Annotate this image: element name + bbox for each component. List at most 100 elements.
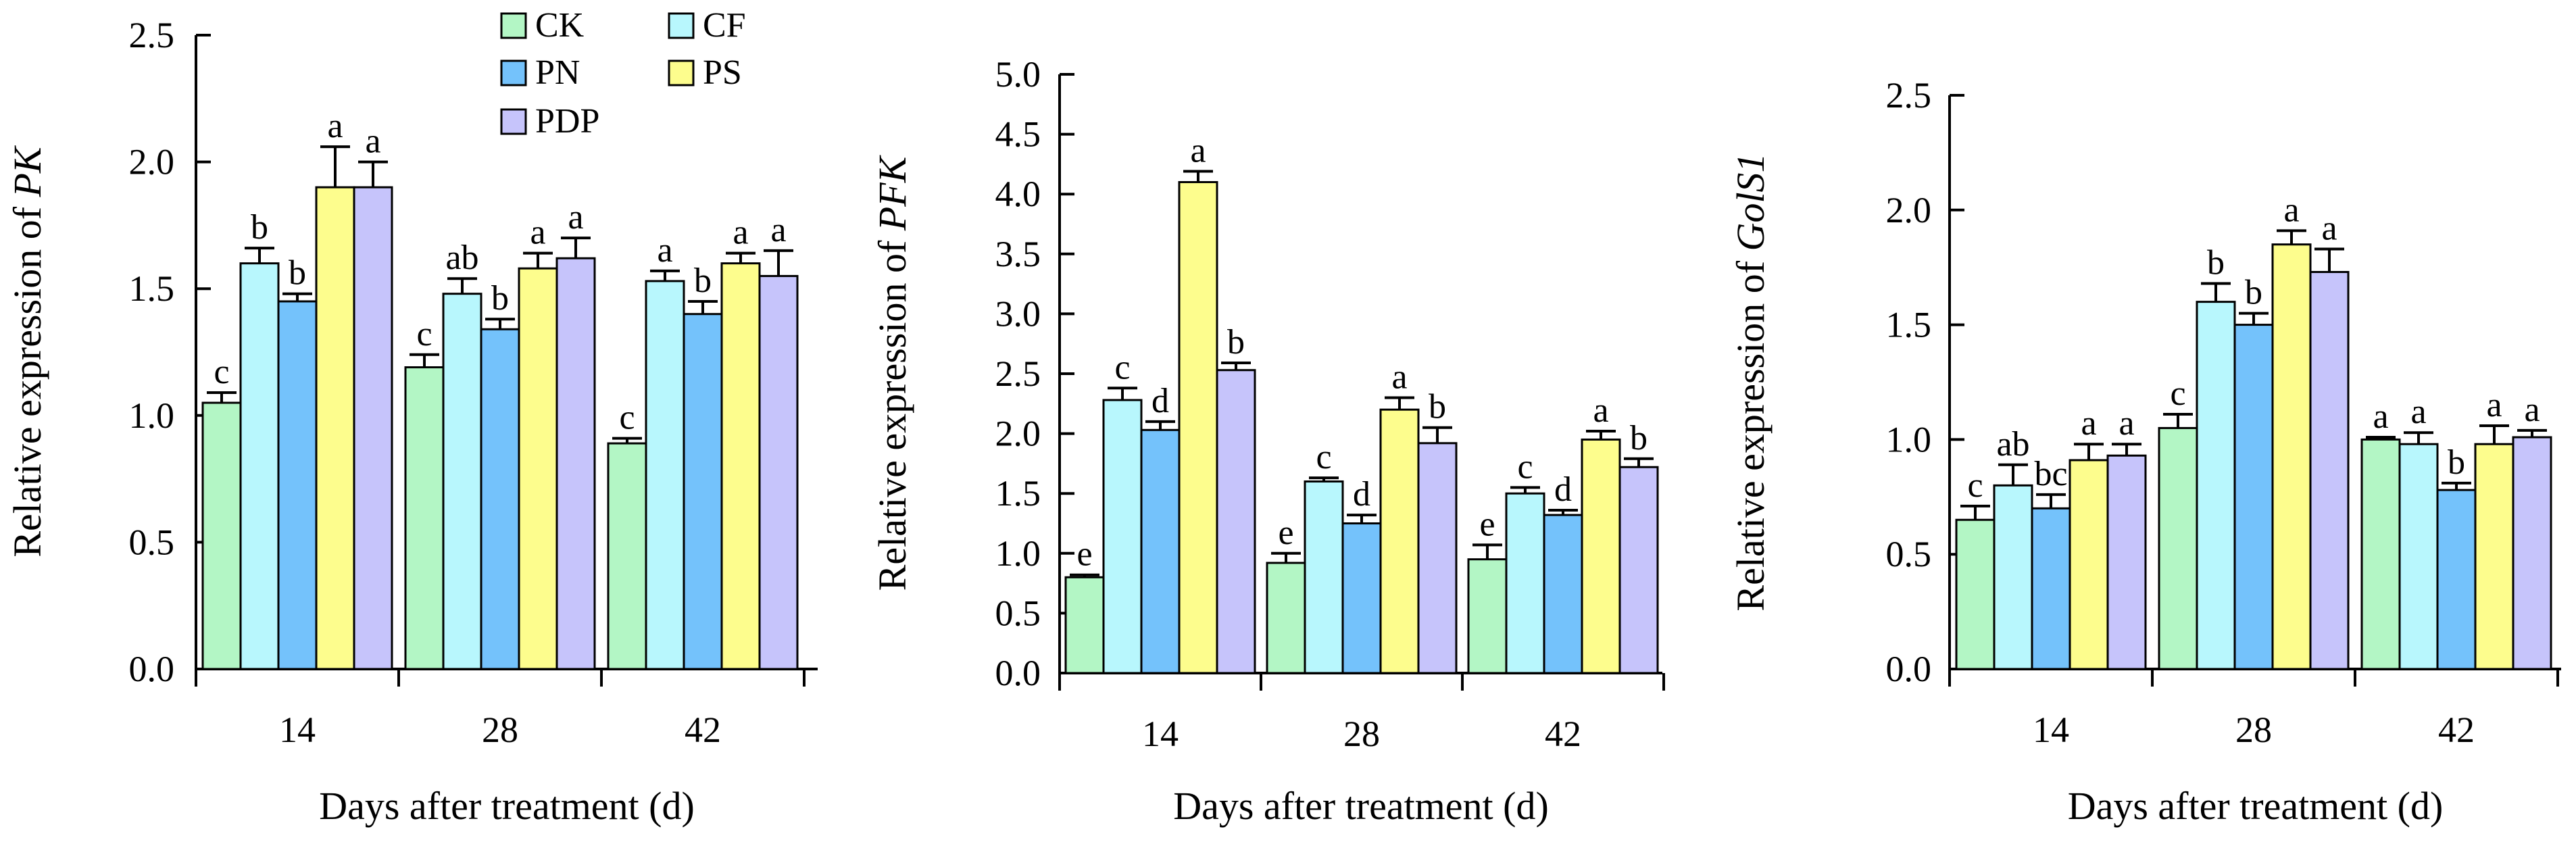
x-tick-label: 14 xyxy=(1142,714,1179,754)
significance-letter-ck-14: c xyxy=(214,353,229,391)
bar-cf-28 xyxy=(2196,301,2236,670)
significance-letter-pdp-28: a xyxy=(2321,209,2337,248)
y-tick-label: 1.0 xyxy=(1886,419,1932,460)
x-axis-title: Days after treatment (d) xyxy=(319,784,695,828)
legend-swatch-cf xyxy=(668,12,695,39)
x-tick-label: 42 xyxy=(2438,710,2475,750)
x-axis-title: Days after treatment (d) xyxy=(2068,784,2444,828)
significance-letter-pdp-14: b xyxy=(1227,323,1245,362)
significance-letter-ps-42: a xyxy=(1593,391,1608,430)
significance-letter-ck-28: e xyxy=(1278,514,1293,552)
significance-letter-ps-14: a xyxy=(1190,132,1206,170)
bar-pdp-14 xyxy=(1216,369,1256,674)
bar-cf-42 xyxy=(1505,492,1545,674)
bar-ck-42 xyxy=(607,442,647,670)
x-tick-label: 28 xyxy=(482,710,518,750)
y-tick-label: 2.5 xyxy=(129,15,175,55)
significance-letter-ps-42: a xyxy=(733,214,748,252)
bar-cf-14 xyxy=(1993,484,2033,670)
significance-letter-pn-14: d xyxy=(1151,382,1169,420)
significance-letter-pn-42: d xyxy=(1554,470,1572,509)
bar-pdp-42 xyxy=(2512,436,2552,670)
significance-letter-pn-28: b xyxy=(2245,274,2262,312)
y-tick-label: 0.0 xyxy=(1886,649,1932,689)
legend-label-ck: CK xyxy=(535,6,585,45)
significance-letter-pn-14: bc xyxy=(2034,455,2067,493)
bar-cf-14 xyxy=(1102,399,1143,674)
significance-letter-ck-42: a xyxy=(2373,397,2388,436)
y-tick-label: 1.5 xyxy=(995,473,1041,514)
significance-letter-cf-42: a xyxy=(657,231,672,270)
significance-letter-pn-42: b xyxy=(694,262,712,300)
bar-pn-28 xyxy=(480,328,520,670)
bar-pn-14 xyxy=(277,300,318,670)
significance-letter-pdp-42: b xyxy=(1630,419,1648,457)
y-axis-title: Relative expression of PFK xyxy=(870,154,914,591)
significance-letter-pn-42: b xyxy=(2448,443,2465,482)
bar-ps-28 xyxy=(518,267,558,670)
bar-pdp-28 xyxy=(555,257,596,670)
bar-pn-28 xyxy=(1341,522,1382,674)
bar-ck-14 xyxy=(1064,576,1105,674)
legend-label-pdp: PDP xyxy=(535,102,599,141)
y-tick-label: 1.5 xyxy=(1886,305,1932,345)
bar-ck-14 xyxy=(1955,518,1996,670)
y-tick-label: 2.5 xyxy=(1886,75,1932,116)
y-tick-label: 5.0 xyxy=(995,54,1041,95)
bar-cf-28 xyxy=(1304,480,1344,674)
legend-swatch-ck xyxy=(500,12,527,39)
bar-cf-28 xyxy=(442,293,482,670)
bar-ps-28 xyxy=(2271,243,2312,670)
bar-pn-42 xyxy=(2436,489,2477,670)
bar-ps-28 xyxy=(1379,408,1420,674)
x-axis-title: Days after treatment (d) xyxy=(1173,784,1549,828)
bar-cf-42 xyxy=(645,280,685,670)
chart-panel-gols1: 0.0 0.5 1.0 1.5 2.0 2.5 14 28 42 Days after treat… xyxy=(1729,75,2561,828)
x-tick-label: 42 xyxy=(1545,714,1581,754)
x-tick-label: 28 xyxy=(1343,714,1380,754)
y-tick-label: 0.5 xyxy=(1886,534,1932,574)
bar-ps-42 xyxy=(1581,438,1621,674)
y-axis-title-prefix: Relative expression of xyxy=(5,197,49,557)
chart-panel-pfk: 0.0 0.5 1.0 1.5 2.0 2.5 3.0 3.5 4.0 4.5 5.0 14 28 42 D… xyxy=(870,54,1665,828)
y-axis-title: Relative expression of GolS1 xyxy=(1729,153,1773,611)
significance-letter-cf-14: c xyxy=(1114,348,1130,387)
y-axis-title-gene: PFK xyxy=(870,154,914,231)
y-axis-title: Relative expression of PK xyxy=(5,145,49,558)
significance-letter-cf-28: ab xyxy=(445,239,478,277)
significance-letter-ck-28: c xyxy=(416,315,432,353)
legend-label-cf: CF xyxy=(703,6,746,45)
bar-pdp-28 xyxy=(1417,442,1458,674)
legend-swatch-pn xyxy=(500,59,527,86)
y-axis-title-gene: PK xyxy=(5,145,49,197)
bar-ck-14 xyxy=(201,401,242,670)
significance-letter-ps-28: a xyxy=(2283,191,2299,229)
significance-letter-pn-28: b xyxy=(491,279,509,318)
significance-letter-pdp-14: a xyxy=(2119,404,2134,443)
significance-letter-ps-14: a xyxy=(2081,404,2096,443)
bar-cf-14 xyxy=(239,262,280,670)
y-tick-label: 2.5 xyxy=(995,353,1041,394)
bar-pdp-14 xyxy=(2106,454,2147,670)
legend-label-ps: PS xyxy=(703,53,742,92)
y-tick-label: 2.0 xyxy=(129,142,175,182)
bar-pn-14 xyxy=(1140,428,1181,674)
significance-letter-cf-28: c xyxy=(1316,438,1331,476)
legend-swatch-ps xyxy=(668,59,695,86)
significance-letter-pn-28: d xyxy=(1353,475,1370,514)
significance-letter-cf-14: b xyxy=(251,208,268,247)
bar-ps-14 xyxy=(2069,459,2109,670)
y-tick-label: 0.0 xyxy=(995,653,1041,693)
chart-panel-pk: 0.0 0.5 1.0 1.5 2.0 2.5 14 28 42 Days after treat… xyxy=(5,6,818,828)
y-tick-label: 3.5 xyxy=(995,234,1041,274)
y-axis-title-gene: GolS1 xyxy=(1729,153,1773,251)
significance-letter-cf-28: b xyxy=(2207,243,2225,282)
y-tick-label: 0.0 xyxy=(129,649,175,689)
significance-letter-pdp-42: a xyxy=(2524,391,2540,429)
bar-ps-42 xyxy=(720,262,761,670)
y-tick-label: 1.0 xyxy=(995,533,1041,574)
significance-letter-ck-28: c xyxy=(2170,374,2185,413)
bar-pn-42 xyxy=(1543,514,1583,674)
y-axis-title-prefix: Relative expression of xyxy=(870,230,914,591)
